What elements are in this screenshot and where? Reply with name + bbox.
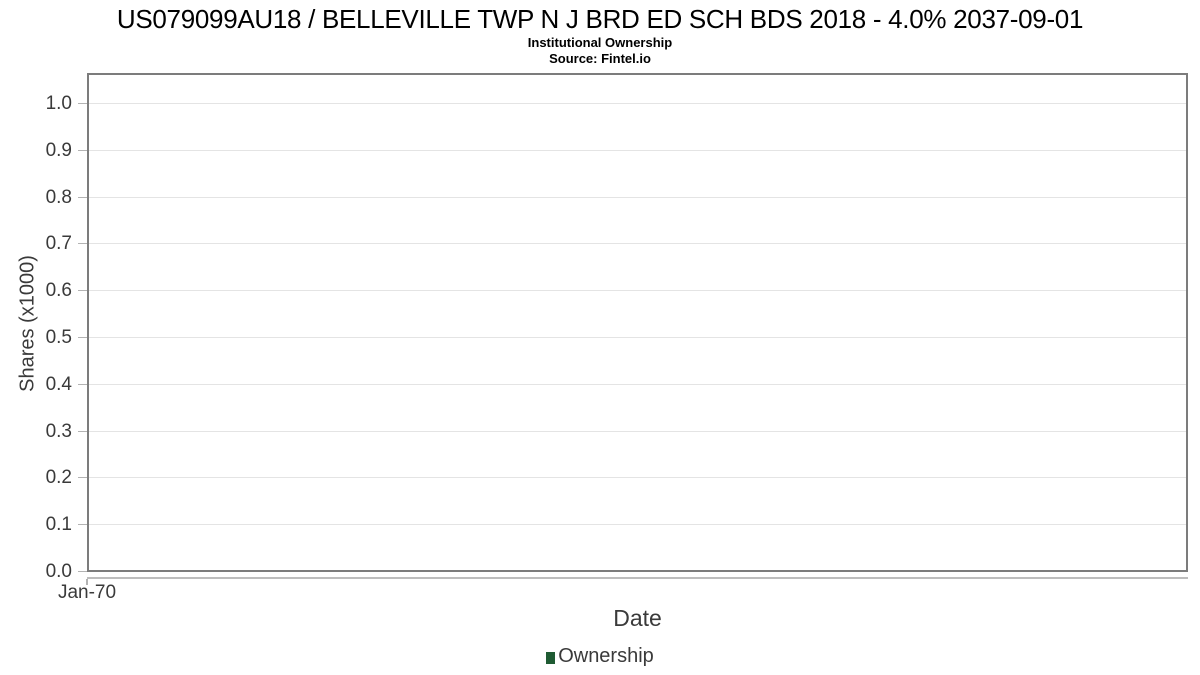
y-tick-mark	[78, 524, 87, 525]
y-gridline	[88, 524, 1187, 525]
y-tick-mark	[78, 477, 87, 478]
y-gridline	[88, 103, 1187, 104]
y-gridline	[88, 337, 1187, 338]
y-gridline	[88, 384, 1187, 385]
y-tick-mark	[78, 571, 87, 572]
y-tick-label: 0.5	[45, 327, 72, 348]
x-axis-title: Date	[613, 605, 662, 631]
y-tick-label: 0.6	[45, 280, 72, 301]
y-tick-mark	[78, 103, 87, 104]
legend-marker-ownership	[546, 651, 556, 664]
y-tick-mark	[78, 384, 87, 385]
y-tick-mark	[78, 337, 87, 338]
y-tick-mark	[78, 197, 87, 198]
legend: Ownership	[0, 645, 1200, 668]
y-tick-label: 0.0	[45, 561, 72, 582]
y-tick-label: 0.8	[45, 187, 72, 208]
y-axis-title: Shares (x1000)	[16, 255, 39, 392]
y-tick-label: 1.0	[45, 93, 72, 114]
y-tick-label: 0.1	[45, 514, 72, 535]
x-tick-label: Jan-70	[57, 582, 117, 603]
y-tick-mark	[78, 290, 87, 291]
y-tick-mark	[78, 431, 87, 432]
y-tick-label: 0.7	[45, 233, 72, 254]
chart-subtitle: Institutional Ownership	[527, 35, 673, 50]
chart-title: US079099AU18 / BELLEVILLE TWP N J BRD ED…	[116, 4, 1084, 34]
y-gridline	[88, 197, 1187, 198]
y-gridline	[88, 243, 1187, 244]
y-tick-label: 0.9	[45, 140, 72, 161]
x-tick-mark	[86, 579, 88, 585]
y-tick-mark	[78, 150, 87, 151]
y-gridline	[88, 150, 1187, 151]
y-gridline	[88, 431, 1187, 432]
x-axis-line	[87, 577, 1188, 579]
chart-source-label: Source: Fintel.io	[549, 51, 651, 66]
y-gridline	[88, 477, 1187, 478]
y-tick-mark	[78, 243, 87, 244]
y-gridline	[88, 571, 1187, 572]
y-gridline	[88, 290, 1187, 291]
y-tick-label: 0.3	[45, 421, 72, 442]
plot-border	[87, 73, 1188, 572]
y-tick-label: 0.4	[45, 374, 72, 395]
y-tick-label: 0.2	[45, 467, 72, 488]
legend-label-ownership: Ownership	[558, 645, 654, 667]
plot-area: 0.0 0.1 0.2 0.3 0.4 0.5 0.6 0.7 0.8 0.9 1.0	[46, 73, 1188, 582]
